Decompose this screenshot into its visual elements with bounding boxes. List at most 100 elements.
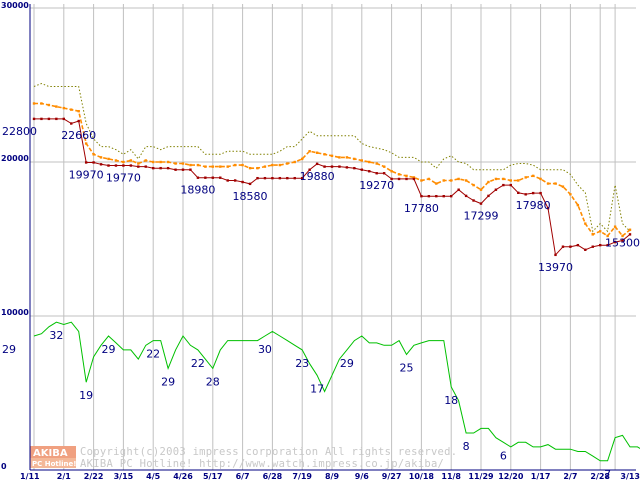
point-price-low	[546, 207, 550, 210]
point-price-average	[122, 160, 125, 164]
watermark: AKIBA PC Hotline! Copyright(c)2003 impre…	[30, 446, 457, 470]
point-price-low	[323, 165, 326, 168]
akiba-logo: AKIBA PC Hotline!	[30, 446, 76, 468]
data-label-volume: 32	[49, 329, 63, 342]
point-price-average	[397, 173, 401, 176]
point-price-low	[487, 194, 490, 198]
x-axis-ticks: 1/11 2/1 2/22 3/15 4/5 4/26 5/17 6/7 6/28 7/19 8/9…	[20, 472, 640, 480]
point-price-low	[32, 117, 36, 121]
point-price-low	[591, 245, 594, 248]
point-price-average	[286, 162, 289, 165]
point-price-low	[606, 243, 609, 247]
point-price-low	[517, 191, 520, 194]
point-price-average	[248, 166, 252, 170]
point-price-average	[628, 228, 632, 231]
point-price-average	[114, 159, 118, 162]
point-price-low	[405, 177, 408, 181]
point-price-average	[226, 165, 229, 168]
series-layer	[32, 82, 640, 462]
point-price-low	[70, 122, 73, 125]
point-price-average	[263, 165, 267, 168]
point-price-low	[152, 166, 155, 170]
point-price-average	[293, 160, 296, 164]
x-tick-label: 12/20	[498, 472, 524, 480]
point-price-average	[606, 234, 609, 238]
point-price-average	[278, 163, 282, 167]
point-price-average	[323, 153, 326, 156]
point-price-low	[114, 164, 118, 167]
x-tick-label: 4/26	[173, 472, 193, 480]
point-price-low	[137, 165, 140, 168]
point-price-low	[427, 194, 431, 198]
point-price-average	[196, 163, 200, 167]
point-price-low	[330, 165, 334, 168]
point-price-low	[621, 239, 624, 242]
point-price-low	[576, 243, 580, 247]
data-label-price-low: 19880	[300, 170, 335, 183]
point-price-low	[435, 194, 438, 198]
point-price-average	[129, 159, 133, 162]
point-price-average	[32, 102, 36, 105]
point-price-low	[278, 176, 282, 180]
point-price-low	[144, 165, 147, 168]
point-price-average	[517, 179, 520, 182]
point-price-average	[390, 170, 393, 173]
point-price-average	[621, 234, 624, 238]
x-tick-label: 3/15	[114, 472, 134, 480]
point-price-low	[464, 194, 468, 198]
point-price-low	[338, 165, 341, 168]
point-price-low	[450, 194, 453, 198]
data-label-volume: 29	[102, 343, 116, 356]
data-label-volume: 22	[146, 348, 160, 361]
point-price-average	[338, 156, 341, 159]
point-price-average	[509, 179, 512, 182]
data-label-price-low: 19770	[106, 172, 141, 185]
point-price-average	[77, 109, 80, 113]
point-price-average	[412, 176, 416, 179]
point-price-average	[584, 222, 587, 225]
point-price-average	[353, 157, 356, 161]
point-price-low	[509, 183, 512, 187]
point-price-low	[47, 117, 51, 121]
point-price-low	[599, 243, 602, 247]
logo-line1: AKIBA	[33, 448, 68, 459]
x-tick-label: 1/17	[531, 472, 551, 480]
point-price-average	[152, 160, 155, 164]
point-price-low	[531, 191, 535, 195]
point-price-low	[84, 161, 88, 164]
data-label-volume: 30	[258, 343, 272, 356]
point-price-average	[174, 162, 177, 165]
point-price-average	[315, 151, 319, 154]
point-price-average	[487, 180, 490, 184]
x-tick-label: 9/6	[355, 472, 369, 480]
point-price-low	[293, 176, 296, 180]
data-label-volume: 25	[400, 362, 414, 375]
grid-lines	[30, 4, 636, 471]
point-price-low	[397, 177, 401, 181]
point-price-low	[382, 172, 386, 175]
x-tick-label: 6/28	[263, 472, 283, 480]
point-price-average	[405, 174, 408, 178]
data-label-price-low: 19270	[359, 179, 394, 192]
x-tick-label: 11/8	[441, 472, 461, 480]
point-price-average	[271, 163, 274, 167]
point-price-average	[166, 160, 170, 164]
point-price-average	[561, 185, 565, 188]
point-price-average	[99, 156, 103, 159]
point-price-average	[62, 106, 65, 110]
point-price-low	[368, 170, 371, 173]
point-price-average	[219, 165, 222, 168]
x-tick-label: 2/1	[57, 472, 71, 480]
x-tick-label: 2/28	[590, 472, 610, 480]
point-price-low	[554, 253, 557, 257]
point-price-average	[599, 230, 602, 233]
x-tick-label: 9/27	[382, 472, 402, 480]
point-price-low	[390, 177, 393, 181]
point-price-average	[137, 162, 140, 165]
point-price-low	[40, 117, 43, 121]
logo-line2: PC Hotline!	[32, 460, 76, 468]
point-price-low	[442, 194, 445, 198]
point-price-average	[524, 176, 527, 179]
point-price-average	[502, 177, 505, 181]
